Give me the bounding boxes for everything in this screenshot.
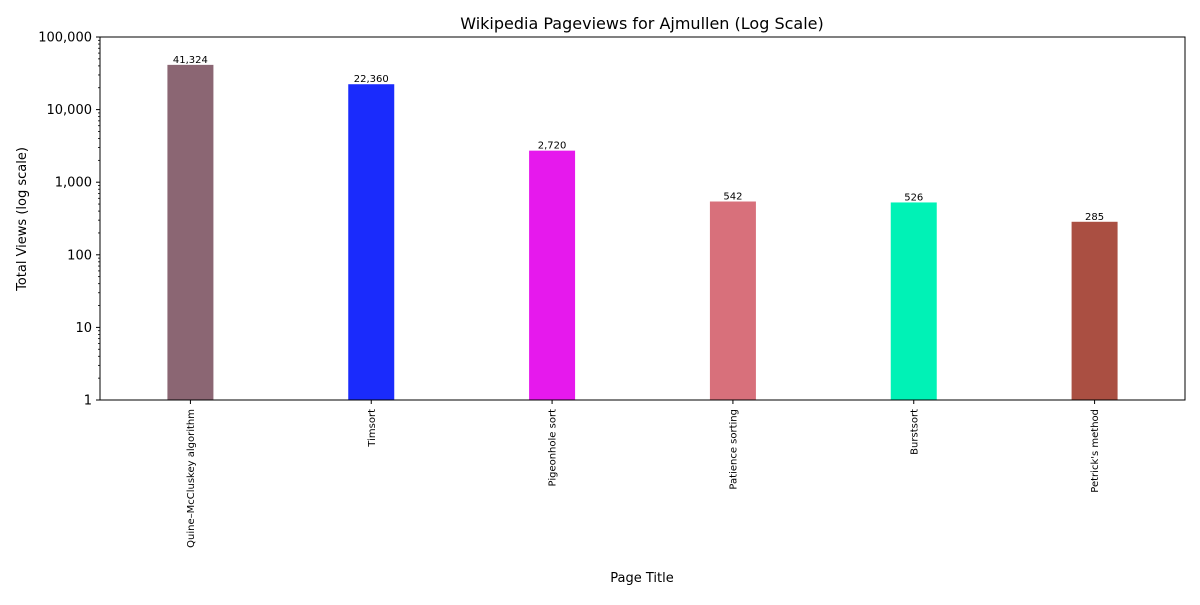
x-tick-label: Timsort [367, 409, 378, 448]
x-tick-label: Burstsort [909, 409, 920, 455]
value-label: 22,360 [354, 74, 389, 85]
value-label: 2,720 [538, 141, 567, 152]
x-tick-label: Petrick's method [1090, 409, 1101, 493]
y-tick-label: 100 [67, 248, 92, 263]
x-ticks [189, 400, 1096, 404]
y-tick-label: 100,000 [38, 31, 92, 46]
bar [167, 64, 214, 400]
value-labels: 41,324 22,360 2,720 542 526 285 [173, 55, 1104, 223]
x-axis-label: Page Title [610, 571, 673, 586]
value-label: 526 [904, 192, 923, 203]
bars-group [167, 64, 1118, 401]
x-tick-label: Quine–McCluskey algorithm [186, 409, 197, 548]
value-label: 285 [1085, 212, 1104, 223]
y-tick-labels: 1 10 100 1,000 10,000 100,000 [38, 31, 92, 409]
y-tick-label: 1 [84, 394, 92, 409]
y-tick-label: 1,000 [55, 176, 92, 191]
y-tick-label: 10,000 [47, 103, 93, 118]
value-label: 41,324 [173, 55, 208, 66]
bar [890, 202, 937, 400]
chart-title: Wikipedia Pageviews for Ajmullen (Log Sc… [460, 14, 823, 33]
x-tick-label: Patience sorting [728, 409, 739, 490]
bar [709, 201, 756, 400]
x-tick-labels: Quine–McCluskey algorithm Timsort Pigeonho… [186, 409, 1101, 548]
plot-frame [99, 36, 1186, 401]
y-tick-label: 10 [75, 321, 92, 336]
bar [529, 150, 576, 400]
x-tick-label: Pigeonhole sort [548, 409, 559, 487]
value-label: 542 [723, 192, 742, 203]
bar [348, 84, 395, 401]
y-ticks [96, 36, 100, 401]
y-axis-label: Total Views (log scale) [15, 147, 30, 292]
bar [1071, 221, 1118, 400]
